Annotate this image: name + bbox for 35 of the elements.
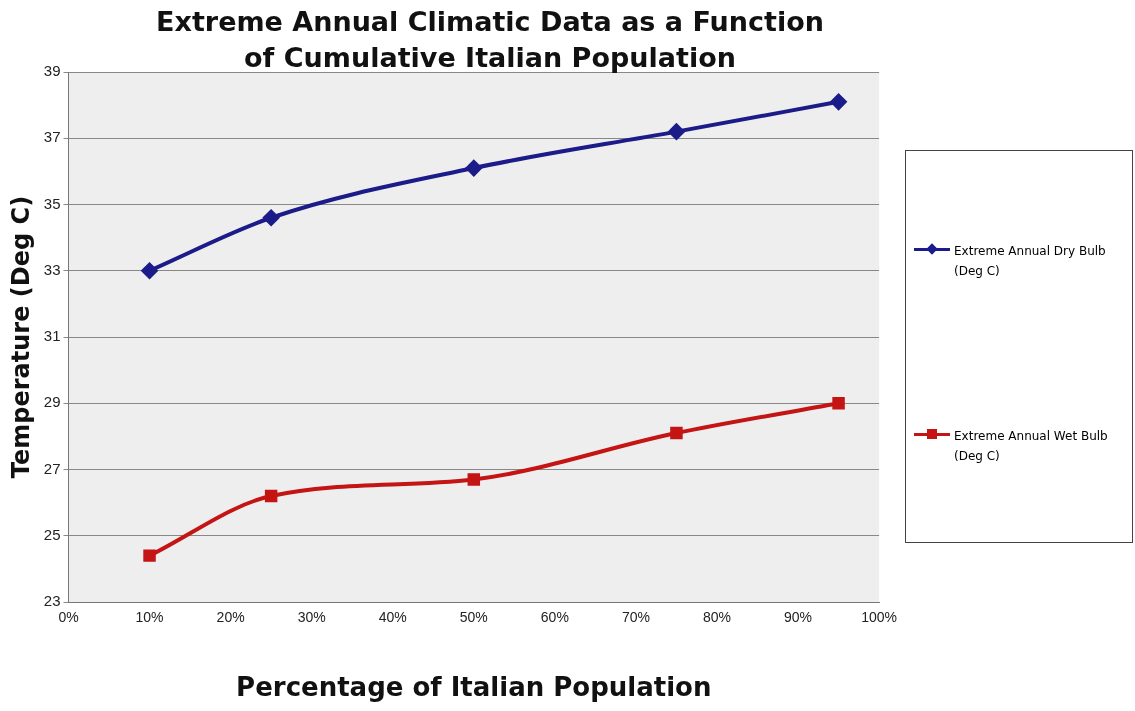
- x-tick-label: 60%: [540, 609, 569, 626]
- y-tick-label: 25: [43, 525, 61, 543]
- point: [467, 473, 481, 486]
- y-tick-label: 37: [43, 128, 61, 146]
- chart-title: Extreme Annual Climatic Data as a Function of Cumulative Italian Population: [155, 5, 825, 75]
- y-axis-title: Temperature (Deg C): [6, 195, 35, 479]
- point: [670, 426, 683, 440]
- x-tick-label: 50%: [459, 609, 488, 626]
- x-tick-label: 70%: [621, 609, 650, 626]
- y-tick-label: 31: [43, 327, 61, 345]
- x-tick-label: 30%: [297, 609, 326, 626]
- point: [263, 209, 280, 226]
- point: [465, 160, 482, 177]
- x-tick-label: 10%: [135, 609, 164, 626]
- x-tick-label: 100%: [861, 609, 897, 626]
- x-tick-label: 80%: [702, 609, 731, 626]
- y-tick-label: 29: [43, 393, 61, 411]
- y-tick-label: 33: [43, 260, 61, 278]
- y-tick-label: 23: [43, 592, 61, 610]
- x-axis-title: Percentage of Italian Population: [236, 672, 712, 703]
- legend-label: Extreme Annual Wet Bulb (Deg C): [954, 428, 1109, 465]
- y-tick-label: 35: [43, 194, 61, 212]
- x-tick-label: 90%: [784, 609, 813, 626]
- legend-label: Extreme Annual Dry Bulb (Deg C): [954, 243, 1107, 280]
- point: [832, 397, 845, 410]
- x-tick-label: 0%: [58, 609, 79, 626]
- point: [264, 489, 278, 503]
- x-tick-label: 20%: [216, 609, 245, 626]
- y-tick-label: 27: [43, 459, 61, 477]
- point: [830, 93, 847, 110]
- y-tick-label: 39: [43, 62, 61, 80]
- point: [143, 549, 156, 562]
- point: [668, 123, 685, 140]
- x-tick-label: 40%: [378, 609, 407, 626]
- point: [141, 262, 158, 279]
